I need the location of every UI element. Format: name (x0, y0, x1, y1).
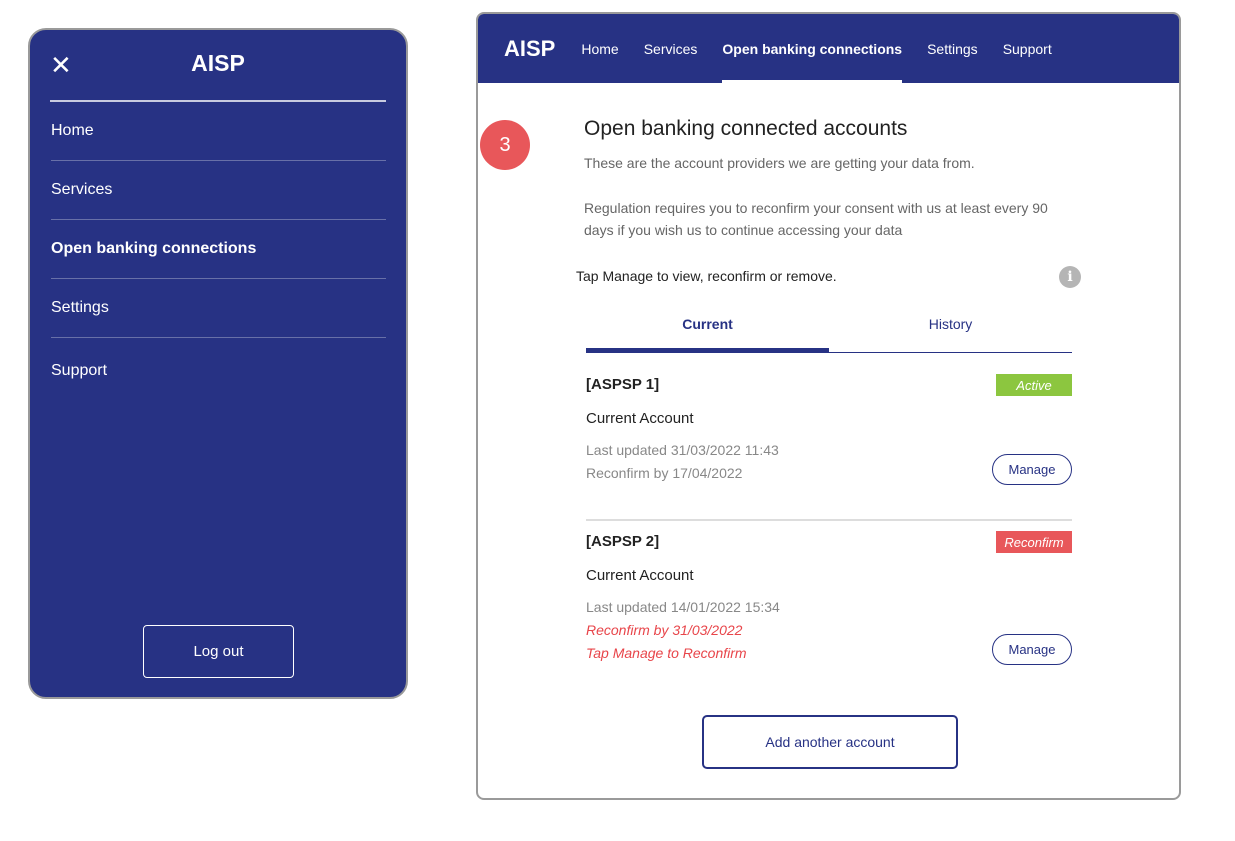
account-type: Current Account (586, 567, 694, 584)
close-icon[interactable]: ✕ (50, 50, 72, 80)
tab-history[interactable]: History (928, 316, 973, 332)
info-icon[interactable]: i (1059, 266, 1081, 288)
menu-title: AISP (191, 50, 245, 76)
reconfirm-note: Tap Manage to Reconfirm (586, 645, 747, 661)
menu-item-open-banking[interactable]: Open banking connections (51, 220, 386, 279)
last-updated: Last updated 14/01/2022 15:34 (586, 599, 780, 615)
page-title: Open banking connected accounts (584, 117, 908, 140)
desktop-screen: AISP Home Services Open banking connecti… (476, 12, 1181, 800)
divider (50, 100, 386, 102)
step-badge: 3 (480, 120, 530, 170)
tab-current[interactable]: Current (586, 310, 829, 352)
reconfirm-date: Reconfirm by 17/04/2022 (586, 465, 743, 481)
status-badge: Reconfirm (996, 531, 1072, 553)
logout-button[interactable]: Log out (143, 625, 294, 678)
menu-item-services[interactable]: Services (51, 161, 386, 220)
tap-note: Tap Manage to view, reconfirm or remove. (576, 268, 837, 284)
tabs: Current History (586, 310, 1072, 353)
regulation-text: Regulation requires you to reconfirm you… (584, 200, 1048, 238)
last-updated: Last updated 31/03/2022 11:43 (586, 442, 779, 458)
menu-item-support[interactable]: Support (51, 362, 108, 379)
divider (586, 519, 1072, 521)
nav-settings[interactable]: Settings (927, 40, 978, 57)
add-account-button[interactable]: Add another account (702, 715, 958, 769)
account-type: Current Account (586, 410, 694, 427)
nav-services[interactable]: Services (643, 40, 698, 57)
menu-item-settings[interactable]: Settings (51, 279, 386, 338)
reconfirm-date: Reconfirm by 31/03/2022 (586, 622, 743, 638)
top-nav: AISP Home Services Open banking connecti… (478, 14, 1179, 83)
logo: AISP (504, 35, 556, 61)
manage-button[interactable]: Manage (992, 634, 1072, 665)
status-badge: Active (996, 374, 1072, 396)
nav-home[interactable]: Home (581, 40, 619, 57)
mobile-menu: ✕ AISP Home Services Open banking connec… (28, 28, 408, 699)
account-name: [ASPSP 2] (586, 533, 660, 550)
manage-button[interactable]: Manage (992, 454, 1072, 485)
menu-item-home[interactable]: Home (51, 102, 386, 161)
account-name: [ASPSP 1] (586, 376, 660, 393)
intro-text: These are the account providers we are g… (584, 155, 975, 171)
nav-support[interactable]: Support (1002, 40, 1052, 57)
nav-open-banking[interactable]: Open banking connections (722, 14, 902, 83)
